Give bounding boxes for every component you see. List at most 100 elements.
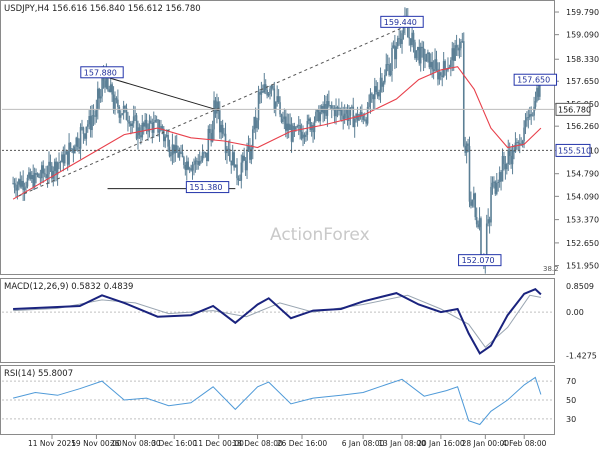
- candle-body: [384, 75, 386, 83]
- candle-body: [451, 48, 454, 61]
- candle-body: [89, 116, 92, 131]
- candle-body: [62, 154, 65, 164]
- candle-body: [25, 186, 27, 188]
- candle-body: [286, 123, 289, 131]
- candle-body: [92, 115, 95, 116]
- candle-body: [168, 146, 171, 157]
- candle-body: [478, 218, 481, 228]
- moving-average-line: [12, 66, 542, 200]
- candle-body: [51, 165, 53, 179]
- candle-body: [196, 160, 198, 162]
- candle-body: [444, 61, 446, 69]
- price-y-tick-label: 159.790: [566, 8, 599, 17]
- candle-body: [161, 126, 164, 129]
- candle-body: [208, 128, 211, 134]
- candle-body: [528, 114, 531, 118]
- x-tick-label: 13 Jan 08:00: [378, 439, 426, 448]
- candle-body: [145, 119, 148, 128]
- candle-body: [230, 160, 233, 166]
- candle-body: [373, 86, 376, 100]
- candle-body: [292, 125, 294, 142]
- price-y-tick-label: 159.090: [566, 31, 599, 40]
- candle-body: [43, 173, 46, 175]
- candle-body: [127, 120, 129, 122]
- candle-body: [353, 118, 356, 128]
- candle-body: [247, 145, 250, 150]
- candle-body: [297, 125, 300, 127]
- candle-body: [282, 119, 284, 122]
- candle-body: [23, 187, 26, 191]
- price-y-tick-label: 158.330: [566, 55, 599, 64]
- rsi-y-tick-label: 70: [566, 377, 576, 386]
- candle-body: [257, 92, 260, 121]
- candle-body: [115, 98, 118, 100]
- candle-body: [412, 32, 415, 43]
- candle-body: [191, 165, 194, 171]
- candle-body: [148, 120, 151, 132]
- candle-body: [368, 102, 370, 107]
- candle-body: [117, 99, 119, 107]
- candle-body: [299, 125, 301, 132]
- x-tick-label: 6 Jan 08:00: [342, 439, 385, 448]
- candle-body: [129, 123, 132, 127]
- candle-body: [394, 45, 396, 60]
- candle-body: [460, 41, 462, 49]
- candle-body: [284, 116, 287, 131]
- x-tick-label: 18 Dec 08:00: [232, 439, 283, 448]
- candle-body: [283, 116, 286, 120]
- candle-body: [503, 155, 505, 165]
- candle-body: [134, 115, 136, 117]
- candle-body: [121, 113, 123, 115]
- candle-body: [229, 148, 231, 161]
- candle-body: [408, 37, 411, 39]
- candle-body: [498, 172, 501, 182]
- candle-body: [218, 110, 221, 133]
- x-tick-label: 28 Jan 00:00: [462, 439, 510, 448]
- candle-body: [114, 98, 116, 111]
- candle-body: [510, 155, 512, 165]
- candle-body: [272, 85, 274, 89]
- candle-body: [376, 91, 379, 97]
- price-annotation-box: [185, 181, 230, 194]
- macd-title: MACD(12,26,9) 0.5832 0.4839: [4, 282, 133, 292]
- candle-body: [487, 219, 489, 224]
- candle-body: [287, 123, 290, 130]
- candle-body: [495, 182, 498, 194]
- candle-body: [249, 145, 251, 160]
- candle-body: [388, 64, 390, 76]
- candle-body: [141, 122, 144, 138]
- candle-body: [226, 148, 228, 154]
- candle-body: [165, 134, 168, 137]
- candle-body: [305, 134, 307, 137]
- candle-body: [326, 101, 329, 116]
- candle-body: [76, 137, 79, 147]
- candle-body: [197, 161, 200, 165]
- candle-body: [48, 161, 50, 175]
- candle-body: [289, 124, 291, 130]
- candle-body: [518, 143, 521, 145]
- price-annotation-label: 151.380: [189, 183, 222, 192]
- candle-body: [85, 126, 88, 139]
- price-annotation-box: [458, 254, 502, 267]
- candle-body: [323, 104, 326, 114]
- macd-y-tick-label: -1.4275: [566, 352, 597, 361]
- rsi-y-tick-label: 50: [566, 396, 576, 405]
- candle-body: [448, 67, 451, 69]
- candle-body: [190, 168, 192, 171]
- candle-body: [340, 109, 343, 116]
- rsi-layer: 70 50 30: [2, 376, 576, 426]
- candle-body: [266, 89, 268, 96]
- candle-body: [279, 102, 281, 115]
- candle-body: [158, 130, 161, 133]
- candle-body: [336, 107, 339, 108]
- candle-body: [104, 80, 106, 88]
- candle-body: [398, 38, 400, 40]
- candle-body: [250, 148, 253, 160]
- candle-body: [399, 38, 402, 44]
- candle-body: [144, 119, 146, 127]
- rsi-y-tick-label: 30: [566, 415, 576, 424]
- candle-body: [391, 47, 393, 71]
- candle-body: [154, 120, 156, 122]
- candle-body: [132, 116, 135, 124]
- price-annotation-box: [513, 73, 558, 86]
